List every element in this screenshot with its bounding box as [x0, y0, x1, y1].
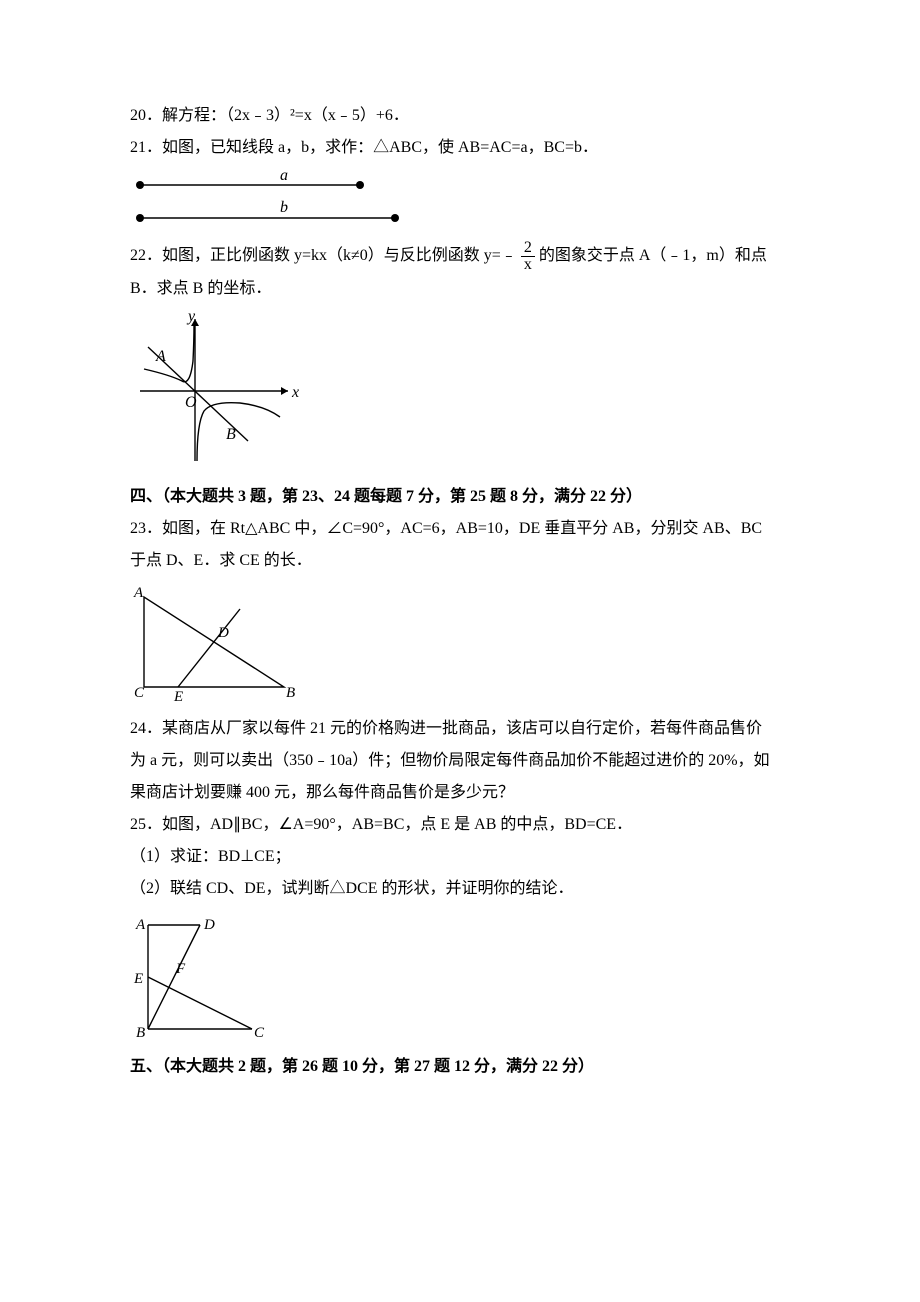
svg-text:B: B: [286, 685, 295, 701]
section-5-heading: 五、（本大题共 2 题，第 26 题 10 分，第 27 题 12 分，满分 2…: [130, 1051, 790, 1083]
question-22-line2: B．求点 B 的坐标．: [130, 273, 790, 305]
question-23-line2: 于点 D、E．求 CE 的长．: [130, 545, 790, 577]
question-23-line1: 23．如图，在 Rt△ABC 中，∠C=90°，AC=6，AB=10，DE 垂直…: [130, 513, 790, 545]
svg-text:D: D: [217, 625, 229, 641]
svg-text:y: y: [186, 311, 196, 325]
figure-q21: ab: [130, 170, 790, 230]
svg-text:C: C: [254, 1025, 265, 1041]
svg-text:B: B: [226, 426, 236, 443]
svg-text:A: A: [135, 917, 146, 933]
q22-fraction: 2 x: [521, 240, 535, 273]
svg-text:F: F: [175, 961, 186, 977]
svg-text:O: O: [185, 394, 197, 411]
q22-prefix: 22．如图，正比例函数 y=kx（k≠0）与反比例函数 y=﹣: [130, 247, 517, 264]
svg-text:C: C: [134, 685, 145, 701]
question-24-line3: 果商店计划要赚 400 元，那么每件商品售价是多少元？: [130, 777, 790, 809]
q22-suffix: 的图象交于点 A（﹣1，m）和点: [539, 247, 767, 264]
section-4-heading: 四、（本大题共 3 题，第 23、24 题每题 7 分，第 25 题 8 分，满…: [130, 481, 790, 513]
q22-frac-den: x: [521, 257, 535, 273]
question-24-line2: 为 a 元，则可以卖出（350﹣10a）件；但物价局限定每件商品加价不能超过进价…: [130, 745, 790, 777]
question-25-line1: 25．如图，AD∥BC，∠A=90°，AB=BC，点 E 是 AB 的中点，BD…: [130, 809, 790, 841]
svg-text:D: D: [203, 917, 215, 933]
svg-text:A: A: [133, 585, 144, 601]
svg-text:A: A: [155, 348, 166, 365]
question-21: 21．如图，已知线段 a，b，求作：△ABC，使 AB=AC=a，BC=b．: [130, 132, 790, 164]
question-20: 20．解方程：（2x﹣3）²=x（x﹣5）+6．: [130, 100, 790, 132]
figure-q23: A C B D E: [130, 583, 790, 703]
svg-text:B: B: [136, 1025, 145, 1041]
question-25-line2: （1）求证：BD⊥CE；: [130, 841, 790, 873]
svg-text:x: x: [291, 384, 299, 401]
question-25-line3: （2）联结 CD、DE，试判断△DCE 的形状，并证明你的结论．: [130, 873, 790, 905]
svg-text:a: a: [280, 170, 288, 184]
q22-frac-num: 2: [521, 240, 535, 257]
svg-text:b: b: [280, 199, 288, 216]
figure-q25: A D E F B C: [130, 911, 790, 1041]
figure-q22: Ox y A B: [130, 311, 790, 471]
svg-text:E: E: [133, 971, 143, 987]
question-24-line1: 24．某商店从厂家以每件 21 元的价格购进一批商品，该店可以自行定价，若每件商…: [130, 713, 790, 745]
question-22-line1: 22．如图，正比例函数 y=kx（k≠0）与反比例函数 y=﹣ 2 x 的图象交…: [130, 240, 790, 273]
svg-text:E: E: [173, 689, 183, 703]
